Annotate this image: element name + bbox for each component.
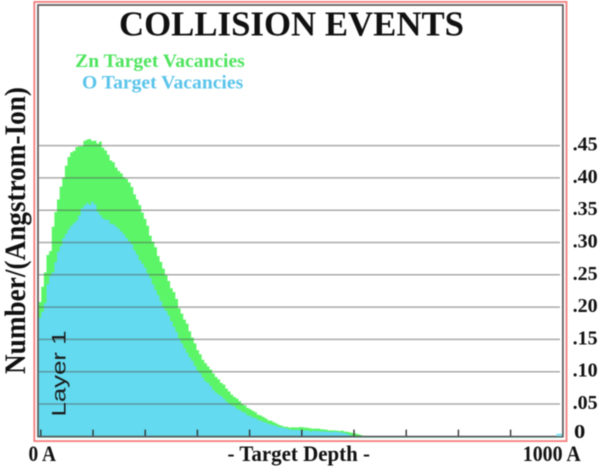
svg-text:.20: .20 xyxy=(573,295,598,317)
svg-text:1000 A: 1000 A xyxy=(523,441,581,466)
svg-text:.25: .25 xyxy=(573,263,598,285)
svg-text:Number/(Angstrom-Ion): Number/(Angstrom-Ion) xyxy=(0,87,32,374)
svg-text:.15: .15 xyxy=(573,327,598,349)
svg-text:.05: .05 xyxy=(573,392,598,414)
svg-text:Layer 1: Layer 1 xyxy=(50,331,71,417)
svg-text:.40: .40 xyxy=(573,166,598,188)
svg-text:- Target Depth -: - Target Depth - xyxy=(228,441,371,466)
svg-text:0: 0 xyxy=(574,421,585,443)
svg-text:.35: .35 xyxy=(573,198,598,220)
svg-text:Zn Target Vacancies: Zn Target Vacancies xyxy=(75,51,245,72)
svg-text:.10: .10 xyxy=(573,360,598,382)
svg-text:O Target Vacancies: O Target Vacancies xyxy=(82,72,243,93)
svg-text:.45: .45 xyxy=(573,134,598,156)
svg-text:.30: .30 xyxy=(573,231,598,253)
svg-text:COLLISION EVENTS: COLLISION EVENTS xyxy=(119,5,464,44)
svg-text:0 A: 0 A xyxy=(29,441,57,466)
